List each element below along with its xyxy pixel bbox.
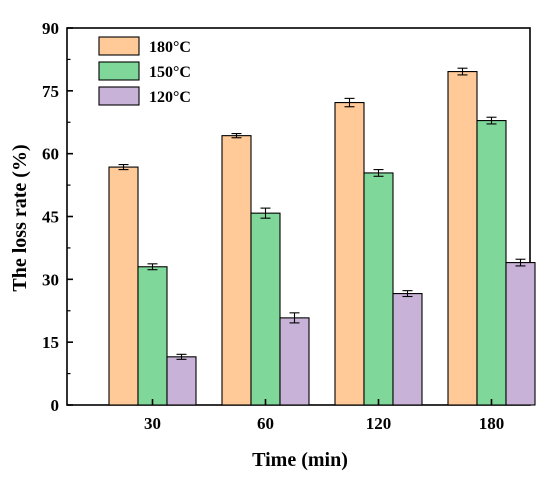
bars (108, 67, 536, 406)
x-tick-label: 60 (257, 414, 274, 433)
bar (250, 212, 281, 406)
x-axis-ticks: 30 60 120 180 (144, 399, 504, 433)
y-tick-label: 60 (42, 145, 59, 164)
y-axis-ticks: 0 15 30 45 60 75 90 (42, 19, 73, 415)
bar (334, 102, 365, 406)
y-axis-title: The loss rate (%) (9, 144, 31, 291)
bar (392, 293, 423, 406)
y-tick-label: 45 (42, 208, 59, 227)
bar (363, 172, 394, 406)
bar (505, 262, 536, 406)
legend-label: 150°C (149, 64, 191, 81)
legend-label: 180°C (149, 39, 191, 56)
y-tick-label: 75 (42, 82, 59, 101)
y-tick-label: 15 (42, 333, 59, 352)
y-tick-label: 90 (42, 19, 59, 38)
legend-swatch (98, 61, 140, 81)
y-tick-label: 30 (42, 270, 59, 289)
y-tick-label: 0 (51, 396, 60, 415)
legend: 180°C 150°C 120°C (98, 36, 191, 106)
bar (137, 266, 168, 406)
bar (279, 317, 310, 406)
legend-swatch (98, 86, 140, 106)
x-tick-label: 30 (144, 414, 161, 433)
bar (476, 120, 507, 406)
bar (108, 166, 139, 406)
bar (447, 71, 478, 406)
x-tick-label: 120 (366, 414, 392, 433)
legend-swatch (98, 36, 140, 56)
legend-label: 120°C (149, 89, 191, 106)
bar (221, 135, 252, 406)
x-tick-label: 180 (479, 414, 505, 433)
bar (166, 356, 197, 406)
x-axis-title: Time (min) (252, 449, 348, 471)
